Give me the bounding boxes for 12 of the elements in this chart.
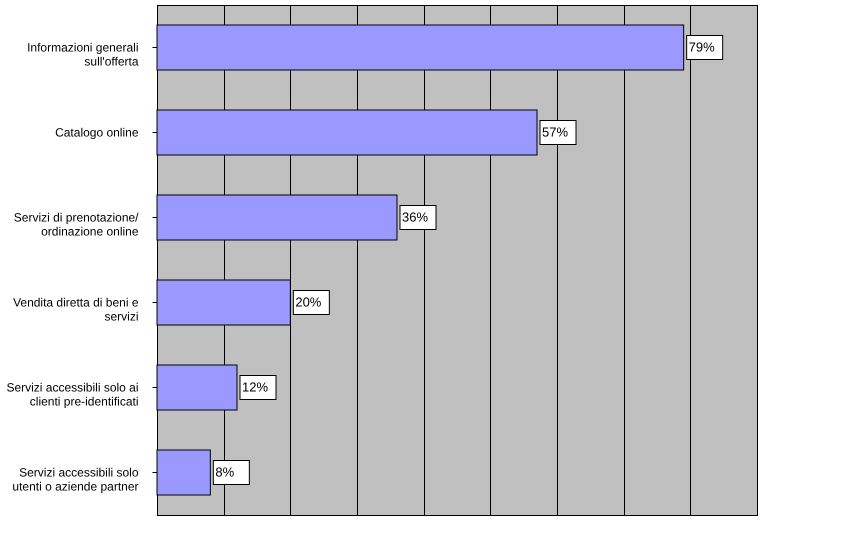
y-tick-label: Servizi di prenotazione/ ordinazione online [14,210,140,238]
data-label: 20% [295,294,322,310]
data-label: 57% [542,124,568,140]
y-tick-label: Catalogo online [55,126,139,140]
data-label: 36% [402,210,428,224]
data-label: 79% [688,40,716,54]
y-tick-label: Vendita diretta di beni e servizi [13,296,139,324]
y-tick-label: Informazioni generali sull'offerta [27,40,139,68]
data-label: 12% [242,380,268,394]
y-tick-label: Servizi accessibili solo ai clienti pre-identificati [6,380,138,408]
y-tick-label: Servizi accessibili solo utenti o aziende partner [12,466,139,494]
data-label: 8% [215,464,235,480]
